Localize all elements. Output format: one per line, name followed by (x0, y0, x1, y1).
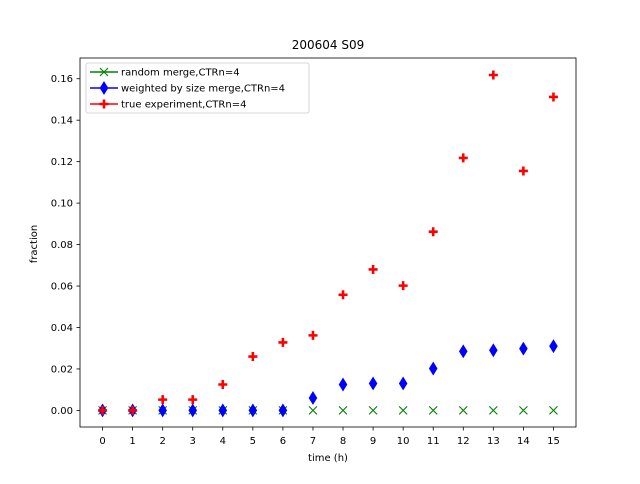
x-axis: 0 1 2 3 4 5 6 7 8 9 10 11 12 13 14 15 (99, 427, 560, 447)
x-tick-label: 4 (220, 436, 226, 447)
y-tick-label: 0.12 (51, 157, 73, 168)
data-point (488, 406, 498, 415)
x-axis-label: time (h) (308, 453, 348, 464)
x-tick-label: 10 (397, 436, 410, 447)
legend: random merge,CTRn=4 weighted by size merg… (85, 62, 310, 114)
data-point (518, 166, 528, 176)
data-point (338, 290, 348, 300)
data-point (428, 227, 438, 237)
x-tick-label: 12 (457, 436, 470, 447)
data-point (308, 406, 318, 415)
data-point (248, 403, 258, 418)
x-tick-label: 8 (340, 436, 346, 447)
data-point (549, 406, 558, 415)
legend-label: true experiment,CTRn=4 (121, 100, 246, 111)
x-tick-label: 15 (547, 436, 560, 447)
data-point (519, 406, 528, 415)
x-tick-label: 9 (370, 436, 376, 447)
legend-box (85, 62, 310, 114)
legend-label: random merge,CTRn=4 (121, 68, 240, 79)
x-tick-label: 14 (517, 436, 530, 447)
x-tick-label: 2 (159, 436, 165, 447)
legend-label: weighted by size merge,CTRn=4 (121, 84, 285, 95)
data-point (488, 70, 498, 80)
chart-title: 200604 S09 (292, 38, 365, 52)
data-point (278, 403, 288, 418)
data-point (218, 380, 228, 390)
y-tick-label: 0.06 (51, 282, 73, 293)
y-tick-label: 0.14 (51, 116, 73, 127)
legend-marker (99, 81, 109, 95)
data-point (368, 406, 378, 415)
data-point (458, 344, 468, 359)
data-point (218, 403, 228, 418)
data-point (548, 92, 558, 102)
y-tick-label: 0.02 (51, 364, 73, 375)
y-tick-label: 0.16 (51, 74, 73, 85)
x-tick-label: 7 (310, 436, 316, 447)
data-point (188, 395, 198, 405)
y-axis: 0.00 0.02 0.04 0.06 0.08 0.10 0.12 0.14 0.16 (51, 74, 80, 417)
data-point (128, 405, 138, 415)
data-point (338, 406, 348, 415)
data-point (248, 352, 258, 362)
x-tick-label: 11 (427, 436, 440, 447)
series-1 (98, 339, 558, 418)
data-point (519, 341, 528, 356)
y-tick-label: 0.04 (51, 323, 73, 334)
data-point (158, 395, 168, 405)
axes-frame (79, 57, 577, 428)
plot-area: 0 1 2 3 4 5 6 7 8 9 10 11 12 13 14 150.000.020.040.060.… (51, 57, 577, 447)
y-tick-label: 0.08 (51, 240, 73, 251)
x-tick-label: 3 (190, 436, 196, 447)
data-point (278, 337, 288, 347)
data-point (308, 330, 318, 340)
data-point (398, 406, 408, 415)
data-point (458, 406, 468, 415)
data-point (368, 376, 378, 391)
data-point (338, 377, 348, 392)
data-point (308, 391, 318, 405)
x-tick-label: 6 (280, 436, 286, 447)
data-point (428, 361, 438, 376)
y-tick-label: 0.10 (51, 199, 73, 210)
data-point (489, 343, 498, 358)
data-point (398, 281, 408, 291)
data-point (428, 406, 438, 415)
x-tick-label: 1 (129, 436, 135, 447)
data-point (98, 405, 108, 415)
legend-marker (99, 99, 109, 109)
data-point (158, 403, 167, 418)
data-point (549, 339, 558, 354)
data-point (398, 376, 408, 391)
data-point (458, 153, 468, 163)
data-point (188, 403, 198, 418)
y-axis-label: fraction (29, 225, 40, 263)
legend-entry: true experiment,CTRn=4 (90, 99, 246, 111)
series-2 (98, 70, 558, 415)
legend-entry: random merge,CTRn=4 (90, 68, 240, 79)
x-tick-label: 5 (250, 436, 256, 447)
x-tick-label: 13 (487, 436, 500, 447)
legend-entry: weighted by size merge,CTRn=4 (90, 81, 285, 95)
x-tick-label: 0 (99, 436, 105, 447)
data-point (368, 264, 378, 274)
series-0 (98, 406, 558, 415)
legend-marker (99, 67, 109, 77)
y-tick-label: 0.00 (51, 406, 73, 417)
